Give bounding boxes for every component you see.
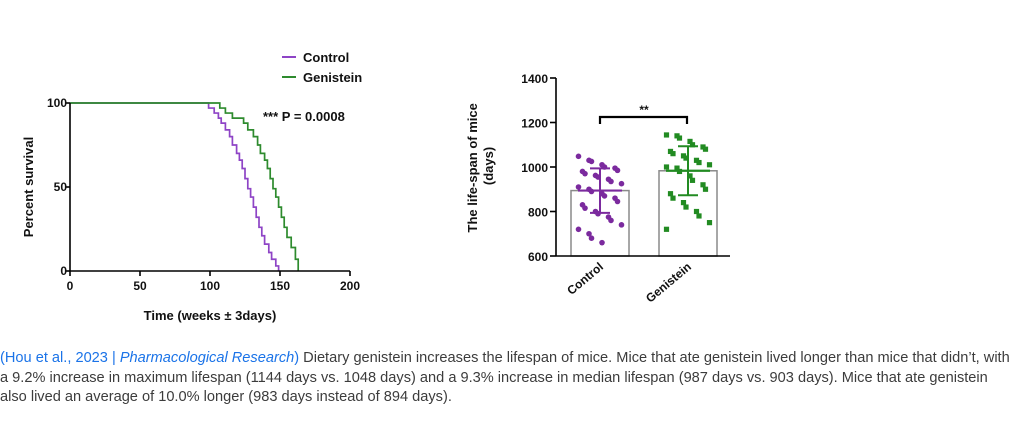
lifespan-y-axis-title-line2: (days) (481, 147, 496, 185)
point-genistein-0 (663, 132, 670, 138)
point-control-13 (618, 180, 625, 187)
point-genistein-8 (670, 151, 676, 157)
point-control-22 (582, 205, 588, 211)
point-genistein-2 (676, 135, 683, 141)
point-control-28 (575, 226, 582, 233)
significance-stars: ** (639, 103, 649, 117)
point-genistein-18 (689, 177, 696, 183)
lifespan-y-tick-label-1: 800 (528, 206, 548, 220)
point-control-30 (588, 235, 595, 241)
point-genistein-20 (702, 186, 709, 192)
survival-x-tick-label-0: 0 (67, 279, 74, 293)
point-control-31 (599, 239, 605, 246)
lifespan-x-label-control: Control (564, 260, 606, 298)
lifespan-y-tick-label-0: 600 (528, 250, 548, 264)
point-control-18 (601, 193, 608, 199)
survival-x-tick-label-4: 200 (340, 279, 360, 293)
point-control-0 (575, 153, 582, 160)
survival-line-control (70, 102, 280, 271)
point-genistein-25 (693, 208, 700, 215)
point-genistein-19 (700, 182, 706, 188)
point-genistein-21 (667, 191, 674, 197)
survival-x-tick-label-1: 50 (133, 279, 147, 293)
point-genistein-10 (683, 155, 689, 161)
lifespan-y-axis-title: The life-span of mice (days) (465, 100, 496, 233)
legend-label-control: Control (303, 50, 349, 65)
point-control-27 (618, 222, 625, 228)
survival-y-tick-label-2: 100 (47, 96, 67, 110)
lifespan-y-tick-label-3: 1200 (521, 117, 548, 131)
point-control-8 (582, 170, 588, 177)
point-genistein-26 (696, 213, 702, 219)
point-genistein-12 (696, 159, 702, 166)
survival-line-genistein (70, 102, 300, 271)
caption-headline: Dietary genistein increases the lifespan… (299, 350, 613, 366)
point-control-12 (608, 178, 614, 185)
figure-caption: (Hou et al., 2023 | Pharmacological Rese… (0, 349, 1018, 408)
point-genistein-4 (689, 142, 696, 148)
point-genistein-22 (670, 195, 676, 201)
point-genistein-15 (674, 165, 680, 171)
citation-journal-link[interactable]: Pharmacological Research (119, 350, 295, 366)
point-control-2 (588, 158, 595, 165)
point-genistein-28 (663, 226, 670, 232)
point-control-26 (608, 217, 614, 224)
citation-close: ) (294, 350, 300, 366)
point-genistein-13 (706, 162, 713, 168)
survival-y-tick-label-0: 0 (60, 264, 67, 278)
point-genistein-23 (680, 200, 687, 206)
point-genistein-24 (683, 204, 689, 210)
point-genistein-14 (663, 164, 670, 170)
figure-charts: 0 50 100 150 200 0 50 100 Time (weeks ± 3days)… (21, 50, 730, 323)
point-control-14 (575, 184, 582, 190)
point-control-29 (586, 230, 592, 237)
lifespan-chart: 600 800 1000 1200 1400 Control Genistein ** T… (465, 72, 730, 305)
survival-x-tick-label-3: 150 (270, 279, 290, 293)
point-genistein-27 (706, 220, 713, 226)
survival-legend: Control Genistein (282, 50, 362, 85)
survival-chart: 0 50 100 150 200 0 50 100 Time (weeks ± 3days)… (21, 50, 362, 323)
survival-p-value: *** P = 0.0008 (263, 109, 345, 124)
survival-x-axis-title: Time (weeks ± 3days) (144, 308, 277, 323)
point-genistein-3 (687, 138, 693, 145)
point-control-6 (614, 167, 621, 174)
point-control-20 (614, 198, 621, 205)
lifespan-x-label-genistein: Genistein (643, 260, 694, 306)
legend-label-genistein: Genistein (303, 70, 362, 85)
survival-x-tick-label-2: 100 (200, 279, 220, 293)
lifespan-y-tick-label-2: 1000 (521, 161, 548, 175)
citation-open: ( (0, 350, 5, 366)
lifespan-y-axis-title-line1: The life-span of mice (465, 103, 480, 232)
citation-author-link[interactable]: Hou et al., 2023 | (4, 350, 120, 366)
point-genistein-6 (702, 146, 709, 152)
point-genistein-17 (687, 173, 693, 179)
lifespan-y-tick-label-4: 1400 (521, 72, 548, 86)
caption-body: Mice that ate genistein lived longer tha… (0, 350, 1010, 405)
significance-bracket (598, 115, 689, 124)
survival-y-tick-label-1: 50 (54, 180, 68, 194)
survival-y-axis-title: Percent survival (21, 137, 36, 237)
